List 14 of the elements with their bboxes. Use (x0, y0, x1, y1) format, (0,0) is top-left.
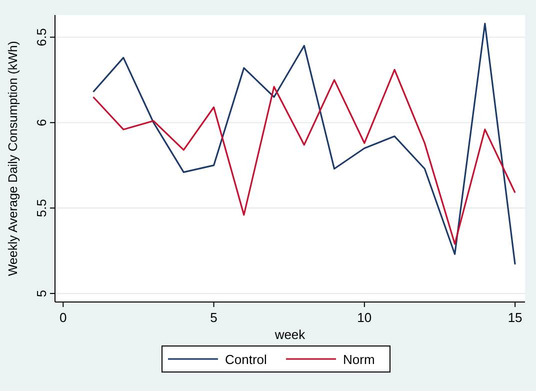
y-tick-label: 6 (34, 119, 49, 126)
line-series (92, 22, 516, 266)
y-tick-label: 5 (34, 290, 49, 298)
x-tick-label: 0 (60, 310, 67, 325)
legend-label: Norm (343, 352, 375, 367)
x-tick-label: 10 (357, 310, 372, 325)
x-axis-title: week (274, 327, 306, 342)
legend-label: Control (225, 352, 268, 367)
y-axis-title: Weekly Average Daily Consumption (kWh) (6, 40, 20, 276)
x-tick-label: 5 (210, 310, 218, 325)
y-tick-label: 6.5 (34, 28, 49, 46)
y-tick-label: 5.5 (34, 199, 49, 218)
x-tick-label: 15 (508, 310, 522, 325)
line-series (92, 68, 516, 245)
